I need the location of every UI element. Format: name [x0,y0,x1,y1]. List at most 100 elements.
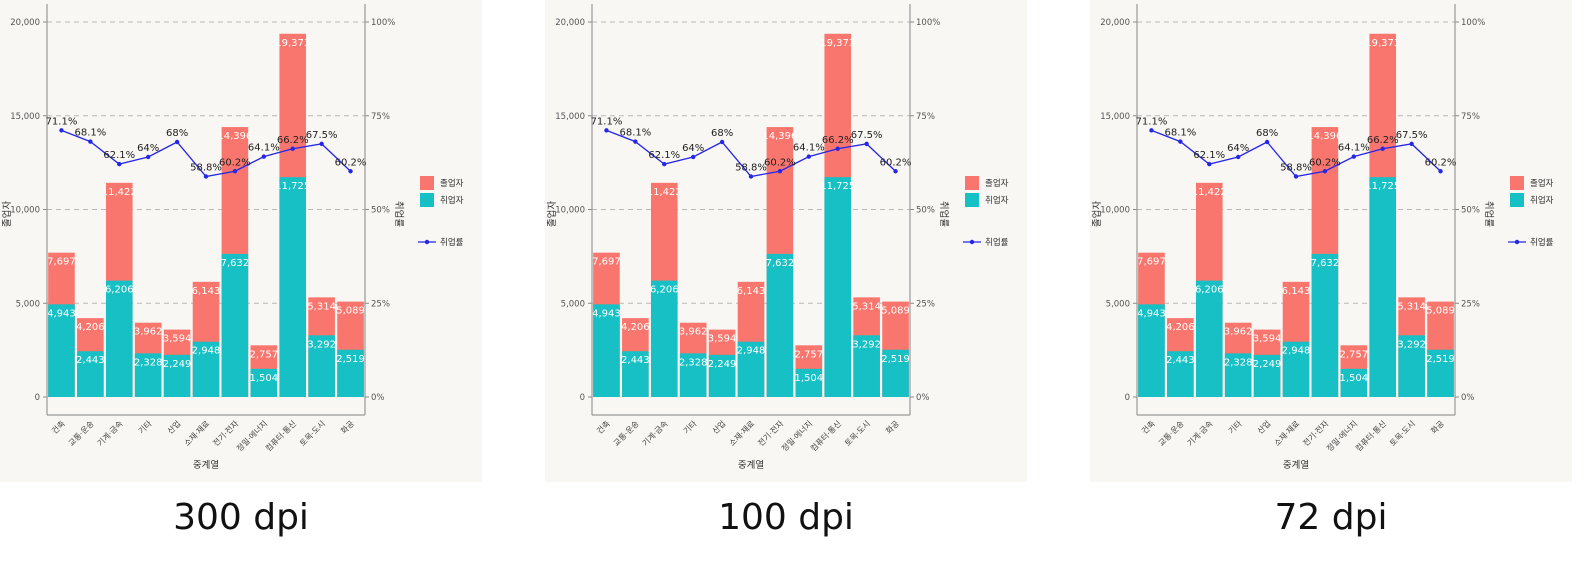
bar-label-employed: 2,249 [163,359,192,370]
bar-label-graduates: 4,206 [621,322,650,333]
rate-label: 68.1% [1164,128,1196,139]
bar-label-graduates: 2,757 [1339,349,1368,360]
bar-label-employed: 1,504 [794,373,823,384]
y-tick-label: 0 [1125,393,1130,403]
rate-label: 64% [682,143,704,154]
rate-point [1178,139,1183,144]
rate-point [117,161,122,167]
bar-label-employed: 3,292 [1397,339,1426,350]
rate-label: 64% [137,143,159,154]
x-tick-label: 교통·운송 [1157,419,1186,448]
bar-label-graduates: 2,757 [249,349,278,360]
bar-employed [1138,304,1165,397]
y-tick-label: 0 [35,393,40,403]
bar-employed [337,349,364,397]
bar-employed [134,353,162,397]
bar-label-employed: 4,943 [47,308,76,319]
bar-employed [1253,354,1281,397]
rate-label: 68% [711,128,733,139]
bar-employed [1195,280,1223,397]
rate-point [88,139,93,144]
bar-label-graduates: 3,962 [679,327,708,338]
x-axis-title: 중계열 [193,459,219,471]
bar-employed [650,280,678,397]
y2-tick-label: 50% [371,206,390,216]
legend-swatch-employed [420,193,434,207]
rate-point [1235,154,1241,160]
x-tick-label: 산업 [710,418,727,435]
x-tick-label: 기타 [1227,419,1244,436]
bar-label-employed: 2,249 [1253,359,1282,370]
x-tick-label: 토목·도시 [1388,419,1417,448]
rate-point [1409,141,1414,147]
chart-panel-100dpi: 0 0% 5,000 25% 10,000 50% 15,000 75% 20,000 100% 7… [545,0,1027,482]
x-tick-label: 토목·도시 [298,419,327,448]
bar-label-employed: 3,292 [307,339,336,350]
y-tick-label: 10,000 [1100,206,1130,216]
bar-label-employed: 11,725 [275,181,310,192]
bar-label-employed: 2,519 [336,354,365,365]
bar-label-graduates: 7,697 [592,257,621,268]
x-tick-label: 화공 [1429,419,1446,436]
rate-point [1438,169,1443,174]
bar-label-employed: 2,948 [192,346,221,357]
rate-label: 62.1% [103,150,135,161]
rate-label: 60.2% [1309,157,1341,168]
rate-point [864,141,869,147]
bar-label-employed: 3,292 [852,339,881,350]
bar-label-graduates: 5,314 [307,301,336,312]
bar-label-graduates: 3,962 [1224,327,1253,338]
rate-label: 71.1% [1136,116,1168,127]
rate-label: 67.5% [851,130,883,141]
rate-label: 64.1% [1338,143,1370,154]
bar-label-graduates: 19,373 [820,38,855,49]
bar-label-graduates: 11,422 [1192,187,1227,198]
rate-point [806,154,812,159]
y-tick-label: 15,000 [1100,112,1130,122]
bar-label-graduates: 6,143 [737,286,766,297]
x-tick-label: 소재·재료 [182,419,211,448]
bar-label-graduates: 4,206 [1166,322,1195,333]
rate-label: 68% [1256,128,1278,139]
bar-employed [163,354,191,397]
bar-employed [192,341,220,397]
bar-label-graduates: 19,373 [1365,38,1400,49]
rate-label: 58.8% [1280,163,1312,174]
bar-label-employed: 6,206 [650,285,679,296]
rate-label: 67.5% [1396,130,1428,141]
bar-label-graduates: 5,089 [881,306,910,317]
y-tick-label: 15,000 [10,112,40,122]
bar-label-graduates: 7,697 [1137,257,1166,268]
rate-label: 60.2% [1425,157,1457,168]
rate-point [1322,169,1328,174]
bar-label-graduates: 3,594 [163,334,192,345]
rate-label: 66.2% [822,135,854,146]
legend-label-employed: 취업자 [985,196,1009,206]
bar-label-graduates: 14,396 [217,131,252,142]
x-tick-label: 기타 [137,419,154,436]
y-tick-label: 0 [580,393,585,403]
y2-tick-label: 0% [916,393,930,403]
rate-label: 62.1% [648,150,680,161]
bar-employed [708,354,736,397]
bar-label-employed: 2,328 [679,357,708,368]
bar-employed [795,368,823,397]
bar-label-graduates: 5,314 [1397,301,1426,312]
rate-label: 68% [166,128,188,139]
chart-svg: 0 0% 5,000 25% 10,000 50% 15,000 75% 20,000 100% 7… [546,4,1009,471]
bar-label-graduates: 6,143 [192,286,221,297]
rate-point [633,139,638,144]
rate-point [604,128,609,133]
bar-label-employed: 1,504 [1339,373,1368,384]
rate-label: 71.1% [591,116,623,127]
bar-label-graduates: 11,422 [647,187,682,198]
rate-label: 66.2% [1367,135,1399,146]
bar-label-graduates: 6,143 [1282,286,1311,297]
y-tick-label: 5,000 [1106,299,1130,309]
bar-label-employed: 7,632 [1311,258,1340,269]
rate-label: 60.2% [764,157,796,168]
x-tick-label: 교통·운송 [67,419,96,448]
bar-label-employed: 2,328 [134,357,163,368]
y2-tick-label: 75% [916,112,935,122]
x-tick-label: 전기·전자 [756,418,786,448]
